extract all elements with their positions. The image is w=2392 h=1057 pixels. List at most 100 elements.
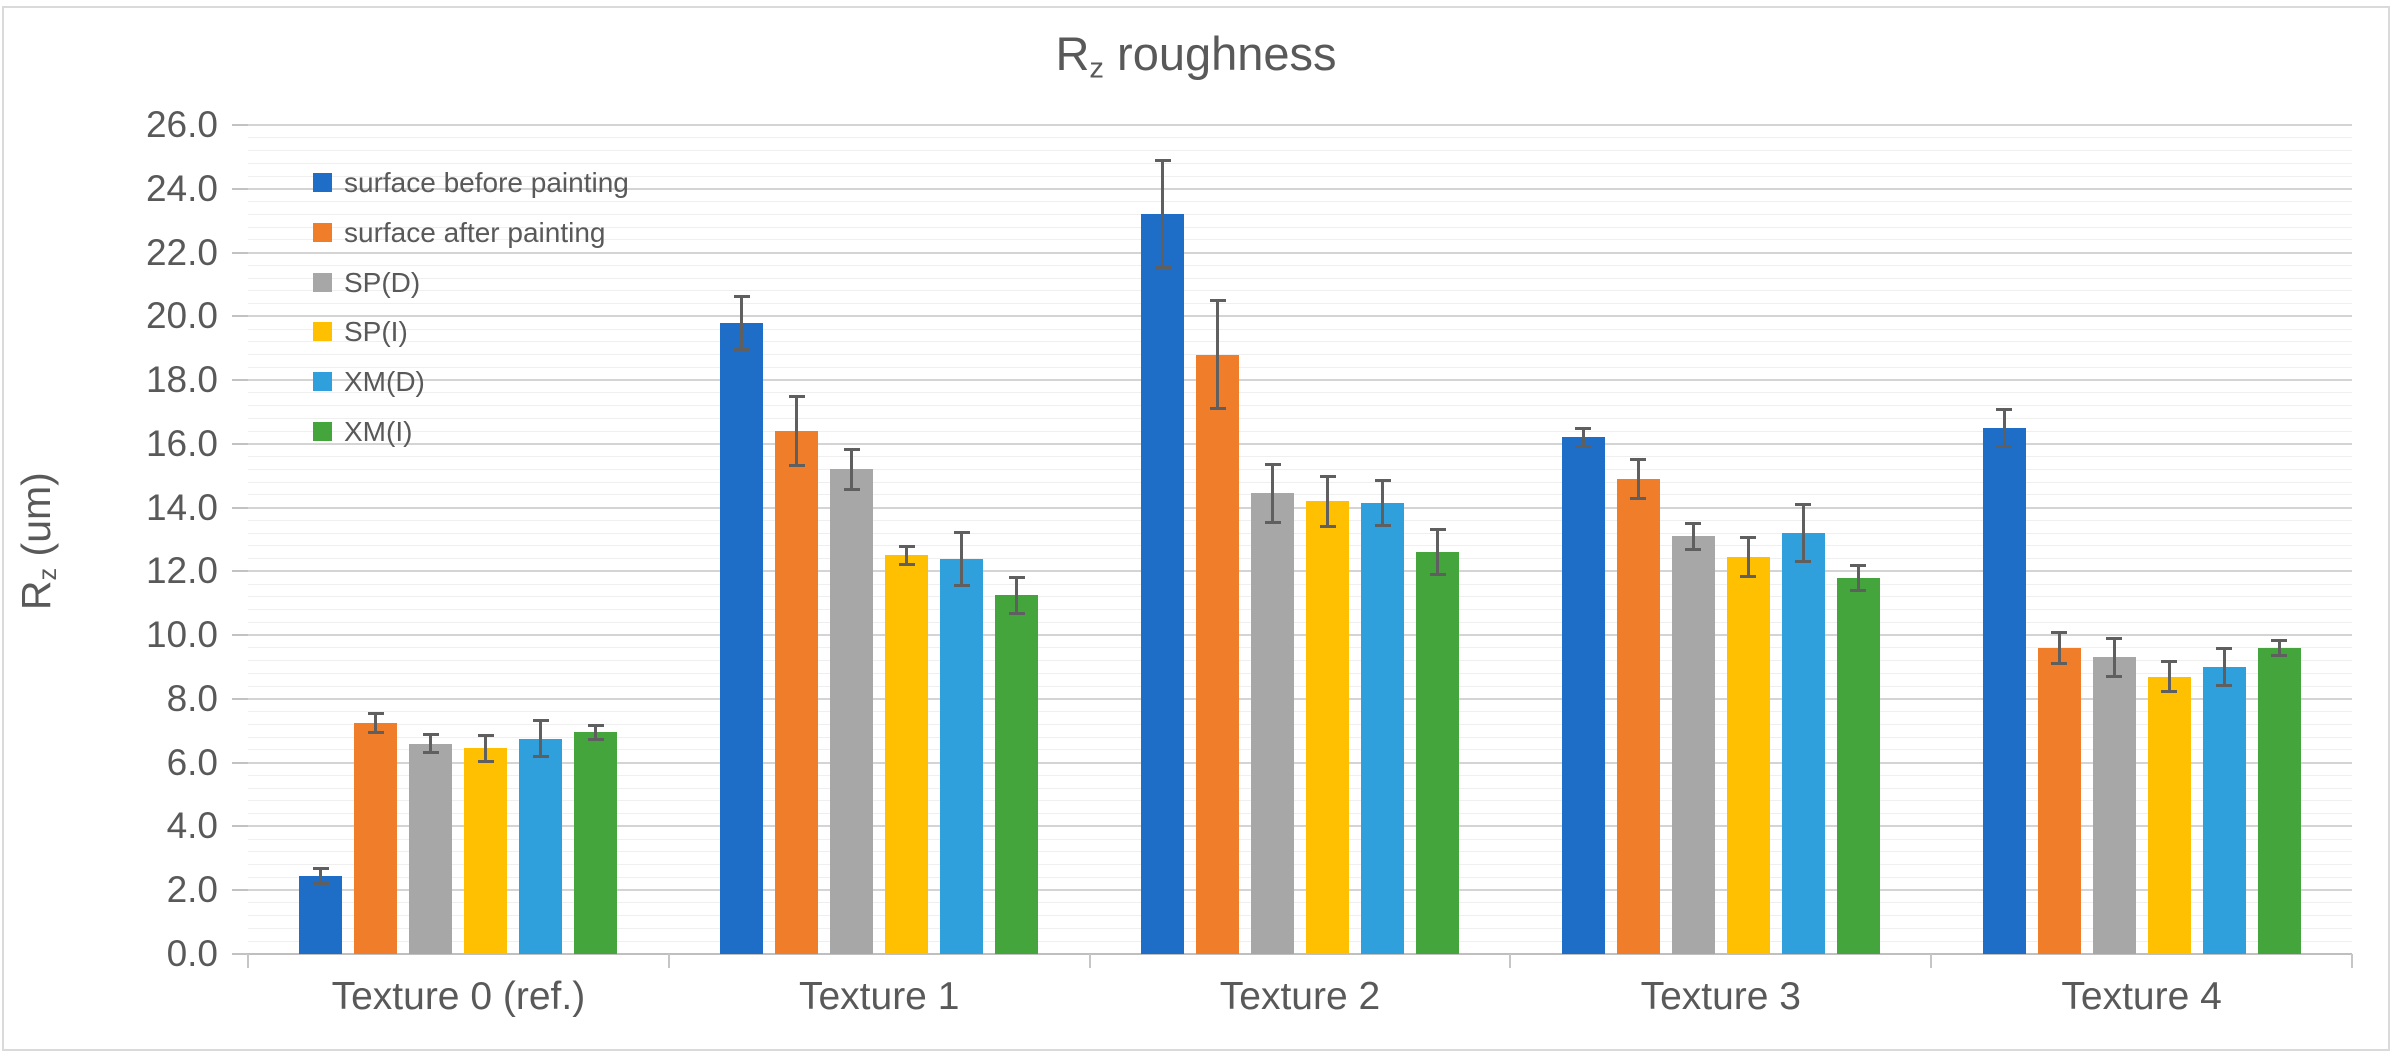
- gridline-major: [248, 570, 2352, 573]
- gridline-minor: [248, 876, 2352, 878]
- gridline-minor: [248, 405, 2352, 407]
- gridline-minor: [248, 264, 2352, 266]
- legend-item: SP(I): [313, 312, 713, 352]
- error-bar-line: [1216, 300, 1219, 409]
- error-bar-line: [1746, 536, 1750, 578]
- error-bar-cap-top: [788, 395, 805, 399]
- y-tick-label: 10.0: [145, 614, 218, 656]
- error-bar-cap-bottom: [1795, 560, 1812, 564]
- error-bar-line: [2112, 637, 2116, 678]
- category-tick: [1509, 954, 1512, 968]
- y-tick-label: 16.0: [145, 422, 218, 464]
- error-bar-cap-top: [1154, 159, 1171, 163]
- gridline-minor: [248, 660, 2352, 662]
- gridline-minor: [248, 519, 2352, 521]
- bar: [1196, 354, 1239, 954]
- legend-label: surface before painting: [344, 167, 629, 198]
- error-bar-cap-bottom: [1374, 523, 1391, 527]
- gridline-minor: [248, 430, 2352, 432]
- bar: [1781, 533, 1825, 954]
- bar: [2202, 667, 2246, 954]
- error-bar-cap-bottom: [1209, 406, 1226, 410]
- gridline-major: [248, 442, 2352, 445]
- y-tick-label: 8.0: [166, 677, 218, 719]
- error-bar-line: [429, 733, 433, 754]
- gridline-minor: [248, 711, 2352, 713]
- bar: [720, 322, 764, 954]
- error-bar-line: [1801, 503, 1805, 563]
- error-bar-line: [319, 867, 323, 884]
- x-category-label: Texture 1: [798, 975, 960, 1018]
- bar: [1671, 536, 1715, 954]
- error-bar-cap-top: [1429, 528, 1446, 532]
- error-bar-cap-top: [1319, 474, 1336, 478]
- error-bar-cap-bottom: [312, 881, 329, 885]
- error-bar-cap-top: [843, 447, 860, 451]
- error-bar-line: [1326, 475, 1329, 527]
- chart-title: Rz roughness: [0, 26, 2392, 85]
- legend-label: XM(D): [344, 366, 425, 398]
- error-bar-cap-top: [733, 294, 750, 298]
- y-axis-tick: [232, 889, 248, 892]
- error-bar-cap-bottom: [1996, 445, 2013, 449]
- y-tick-label: 4.0: [166, 805, 218, 847]
- gridline-minor: [248, 392, 2352, 394]
- y-tick-label: 12.0: [145, 550, 218, 592]
- error-bar-cap-bottom: [1630, 497, 1647, 500]
- gridline-major: [248, 251, 2352, 254]
- error-bar-cap-bottom: [788, 464, 805, 468]
- gridline-minor: [248, 927, 2352, 929]
- error-bar-cap-bottom: [953, 583, 970, 587]
- error-bar-cap-top: [1209, 299, 1226, 303]
- error-bar-cap-top: [1630, 457, 1647, 461]
- bar: [1306, 501, 1349, 954]
- gridline-major: [248, 634, 2352, 637]
- error-bar-line: [795, 396, 799, 467]
- gridline-minor: [248, 864, 2352, 866]
- gridline-minor: [248, 290, 2352, 292]
- chart-title-subscript: z: [1089, 52, 1104, 85]
- gridline-major: [248, 379, 2352, 382]
- error-bar-cap-top: [1850, 563, 1867, 567]
- legend-item: XM(I): [313, 412, 713, 452]
- bar: [409, 743, 453, 954]
- gridline-minor: [248, 532, 2352, 534]
- legend-swatch: [313, 272, 332, 292]
- error-bar-cap-bottom: [1264, 520, 1281, 524]
- bar: [1361, 502, 1404, 954]
- error-bar-line: [2167, 660, 2171, 693]
- bar: [574, 732, 618, 954]
- gridline-minor: [248, 558, 2352, 560]
- y-tick-label: 24.0: [145, 167, 218, 209]
- legend-swatch: [313, 173, 332, 192]
- error-bar-line: [2222, 647, 2226, 687]
- legend-item: SP(D): [313, 263, 713, 303]
- gridline-minor: [248, 481, 2352, 483]
- y-axis-tick: [232, 506, 248, 509]
- x-category-label: Texture 3: [1640, 975, 1801, 1018]
- error-bar-line: [1381, 479, 1384, 526]
- y-axis-tick: [232, 634, 248, 637]
- error-bar-line: [539, 720, 543, 758]
- category-tick: [247, 954, 249, 968]
- gridline-major: [248, 825, 2352, 828]
- bar: [519, 738, 563, 954]
- error-bar-line: [960, 531, 964, 586]
- gridline-major: [248, 506, 2352, 509]
- gridline-major: [248, 889, 2352, 892]
- bar: [1416, 552, 1459, 954]
- gridline-minor: [248, 787, 2352, 789]
- error-bar-cap-bottom: [843, 488, 860, 492]
- gridline-minor: [248, 915, 2352, 917]
- legend-swatch: [313, 322, 332, 342]
- error-bar-line: [2002, 408, 2006, 448]
- chart-title-suffix: roughness: [1103, 27, 1337, 80]
- error-bar-cap-top: [312, 866, 329, 870]
- error-bar-cap-bottom: [2106, 675, 2123, 679]
- category-tick: [667, 954, 670, 968]
- bar: [1251, 493, 1294, 954]
- error-bar-cap-bottom: [2161, 690, 2178, 694]
- error-bar-line: [2277, 640, 2281, 656]
